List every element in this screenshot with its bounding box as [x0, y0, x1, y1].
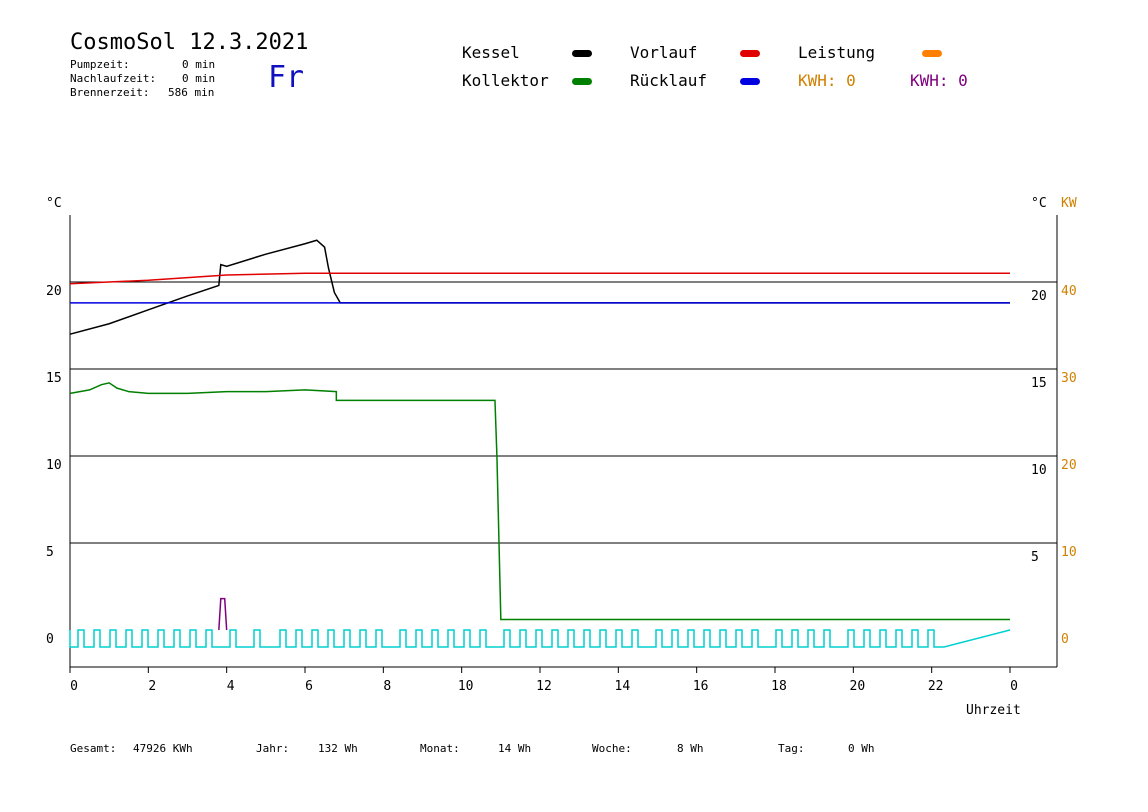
- weekday: Fr: [268, 60, 305, 95]
- y-tick-kw: 30: [1061, 371, 1077, 386]
- legend-ruecklauf: Rücklauf: [630, 71, 708, 90]
- footer-monat-label: Monat:: [420, 742, 460, 755]
- pump-time-label: Pumpzeit:: [70, 58, 130, 71]
- x-tick-label: 4: [227, 679, 235, 694]
- legend-kessel-swatch: [572, 50, 592, 57]
- nachlauf-time-label: Nachlaufzeit:: [70, 72, 157, 85]
- x-tick-label: 18: [771, 679, 787, 694]
- legend-leistung-swatch: [922, 50, 942, 57]
- pump-time-value: 0 min: [182, 58, 216, 71]
- footer-woche-label: Woche:: [592, 742, 632, 755]
- footer-monat-value: 14 Wh: [498, 742, 532, 755]
- x-tick-label: 0: [70, 679, 78, 694]
- y-tick-kw: 20: [1061, 458, 1077, 473]
- legend-kessel: Kessel: [462, 43, 520, 62]
- y-tick-left: 5: [46, 545, 54, 560]
- y-tick-right: 5: [1031, 550, 1039, 565]
- footer-jahr-label: Jahr:: [256, 742, 290, 755]
- pump-status-trace: [69, 629, 1011, 648]
- x-tick-label: 0: [1010, 679, 1018, 694]
- x-tick-label: 14: [615, 679, 631, 694]
- x-tick-label: 2: [148, 679, 156, 694]
- x-tick-label: 12: [536, 679, 552, 694]
- footer-woche-value: 8 Wh: [677, 742, 704, 755]
- x-tick-label: 10: [458, 679, 474, 694]
- series-kessel-line: [69, 239, 1010, 335]
- y-tick-kw: 10: [1061, 545, 1077, 560]
- y-tick-right: 20: [1031, 289, 1047, 304]
- series-kollektor-line: [69, 382, 1010, 621]
- legend-vorlauf-swatch: [740, 50, 760, 57]
- page-title: CosmoSol 12.3.2021: [70, 30, 309, 55]
- footer-tag-value: 0 Wh: [848, 742, 875, 755]
- footer-gesamt-label: Gesamt:: [70, 742, 117, 755]
- y-tick-right: 10: [1031, 463, 1047, 478]
- x-tick-label: 20: [850, 679, 866, 694]
- legend-leistung: Leistung: [798, 43, 876, 62]
- x-tick-label: 6: [305, 679, 313, 694]
- y-unit-kw: KW: [1061, 196, 1077, 211]
- legend-kollektor-swatch: [572, 78, 592, 85]
- y-tick-kw: 0: [1061, 632, 1069, 647]
- x-tick-label: 8: [383, 679, 391, 694]
- y-tick-left: 20: [46, 284, 62, 299]
- brenner-time-value: 586 min: [168, 86, 215, 99]
- brenner-time-label: Brennerzeit:: [70, 86, 150, 99]
- legend-ruecklauf-swatch: [740, 78, 760, 85]
- y-tick-left: 0: [46, 632, 54, 647]
- y-tick-right: 15: [1031, 376, 1047, 391]
- series-vorlauf-line: [69, 272, 1010, 285]
- y-tick-left: 15: [46, 371, 62, 386]
- y-unit-left: °C: [46, 196, 62, 211]
- footer-jahr-value: 132 Wh: [318, 742, 358, 755]
- legend-kwh-purple: KWH: 0: [910, 71, 968, 90]
- legend-kollektor: Kollektor: [462, 71, 549, 90]
- footer-tag-label: Tag:: [778, 742, 805, 755]
- x-tick-label: 22: [928, 679, 944, 694]
- x-axis-label: Uhrzeit: [966, 703, 1021, 718]
- nachlauf-time-value: 0 min: [182, 72, 216, 85]
- legend-vorlauf: Vorlauf: [630, 43, 698, 62]
- y-tick-kw: 40: [1061, 284, 1077, 299]
- legend-kwh-orange: KWH: 0: [798, 71, 856, 90]
- pump-status-path: [69, 629, 1011, 648]
- y-tick-left: 10: [46, 458, 62, 473]
- footer-gesamt-value: 47926 KWh: [133, 742, 193, 755]
- y-unit-right: °C: [1031, 196, 1047, 211]
- series-leistung-line: [218, 597, 228, 631]
- x-tick-label: 16: [693, 679, 709, 694]
